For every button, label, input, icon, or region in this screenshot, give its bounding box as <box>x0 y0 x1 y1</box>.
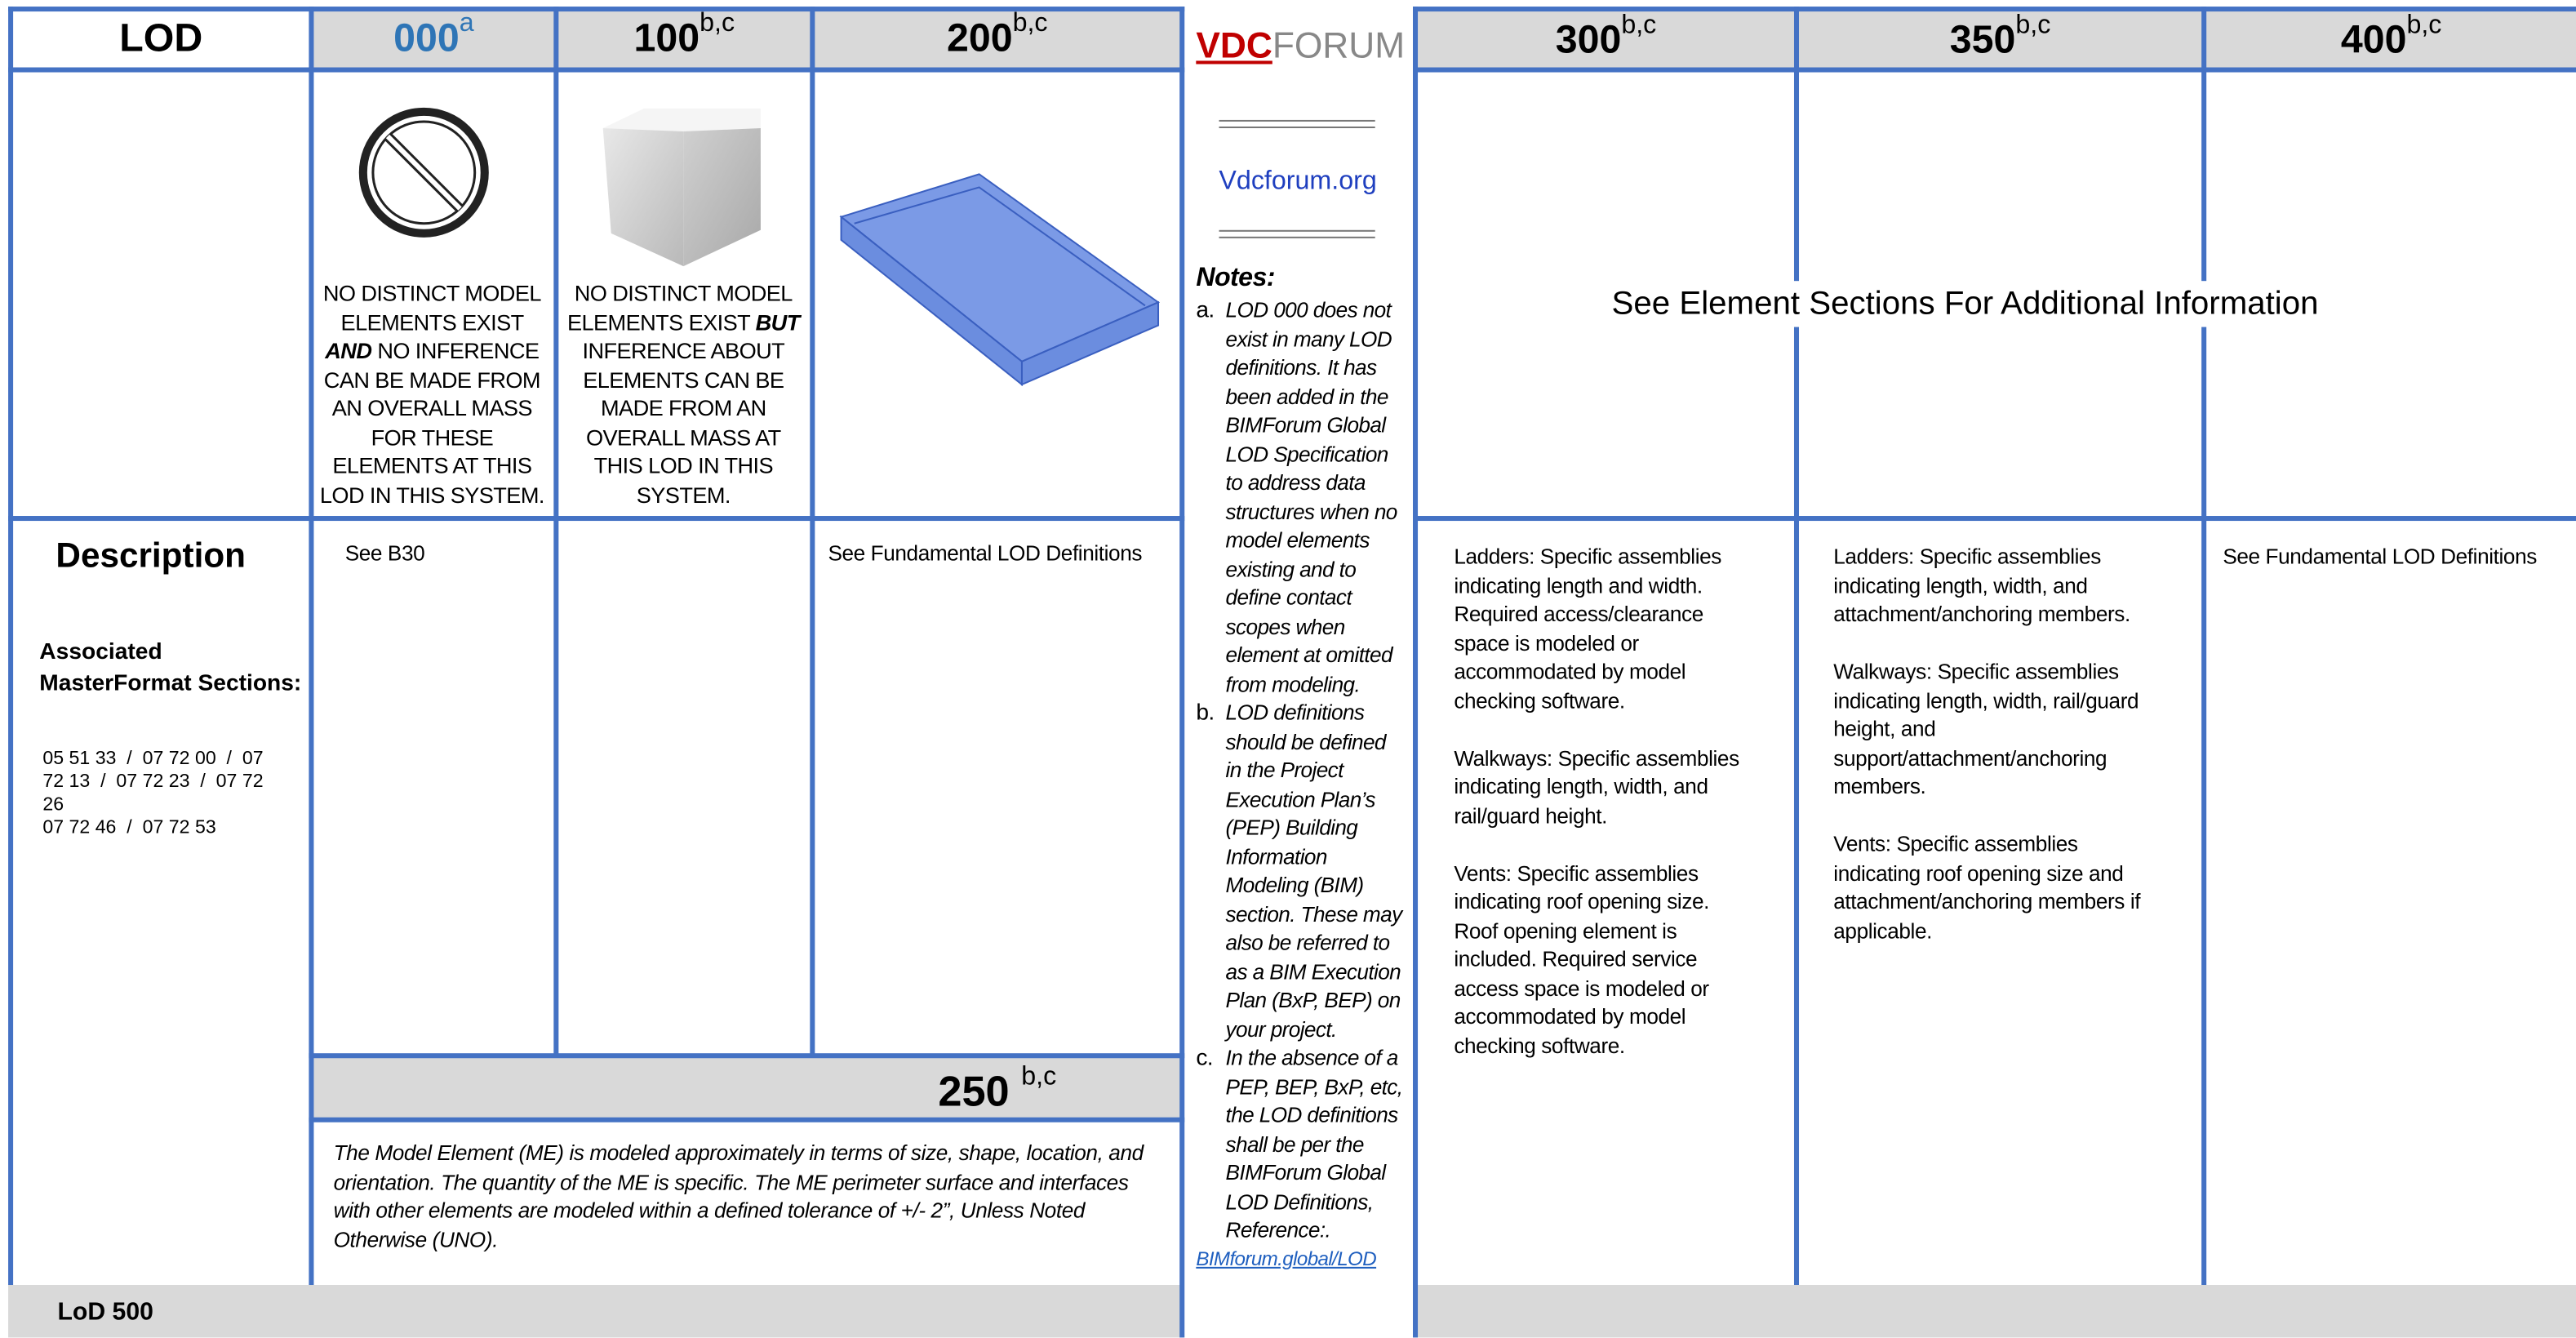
note: c. In the absence of a PEP, BEP, BxP, etc… <box>1196 1043 1403 1245</box>
level: 200 <box>946 16 1013 61</box>
level: 000 <box>393 16 460 61</box>
level: 100 <box>633 16 700 61</box>
logo: VDCFORUM <box>1196 24 1405 67</box>
border <box>810 7 815 1057</box>
note-text: LOD 000 does not exist in many LOD defin… <box>1225 297 1398 696</box>
border <box>2201 7 2207 1286</box>
no-symbol <box>358 107 489 238</box>
border <box>553 7 559 1057</box>
border <box>1793 7 1800 1286</box>
header-cell: 100b,c <box>558 8 810 69</box>
header-cell: 000a <box>313 8 553 69</box>
logo-gray: FORUM <box>1272 24 1406 66</box>
illustrations <box>358 107 1161 387</box>
header-cell: 300b,c <box>1418 10 1794 70</box>
emphasis: BUT <box>755 309 801 335</box>
border <box>1179 7 1185 1338</box>
divider <box>1219 119 1375 128</box>
level: 300 <box>1555 18 1622 63</box>
note-ref: a <box>459 10 474 38</box>
lod350-description: Ladders: Specific assemblies indicating … <box>1833 542 2170 973</box>
notes-title: Notes: <box>1196 264 1275 293</box>
paragraph: Ladders: Specific assemblies indicating … <box>1454 544 1721 713</box>
reference-link[interactable]: BIMforum.global/LOD <box>1196 1246 1377 1269</box>
border <box>8 67 1185 73</box>
border <box>1413 516 2576 522</box>
note-ref: b,c <box>2406 11 2442 40</box>
marker: a. <box>1196 296 1215 322</box>
header-cell: 200b,c <box>815 8 1179 69</box>
note: a. LOD 000 does not exist in many LOD def… <box>1196 296 1403 698</box>
paragraph: Vents: Specific assemblies indicating ro… <box>1833 831 2141 943</box>
lod300-description: Ladders: Specific assemblies indicating … <box>1454 542 1757 1088</box>
paragraph: Walkways: Specific assemblies indicating… <box>1454 745 1739 828</box>
divider <box>1219 229 1375 238</box>
lod250-text: The Model Element (ME) is modeled approx… <box>333 1140 1144 1251</box>
section-codes: 07 72 46 / 07 72 53 <box>42 818 216 838</box>
level: 350 <box>1949 18 2016 63</box>
cube <box>602 108 761 267</box>
lod400-description: See Fundamental LOD Definitions <box>2223 544 2537 569</box>
marker: b. <box>1196 698 1215 725</box>
lod250-header-fill <box>310 1056 1184 1119</box>
level: 250 <box>938 1066 1010 1116</box>
slab <box>839 173 1161 387</box>
border <box>1413 67 2576 73</box>
level: 400 <box>2340 18 2407 63</box>
note-ref: b,c <box>700 10 735 38</box>
header-fill <box>1413 8 2576 69</box>
sections-label: Associated MasterFormat Sections: <box>39 637 302 696</box>
bottom-bar <box>8 1285 1184 1338</box>
bottom-bar <box>1413 1285 2576 1338</box>
lod-label: LOD <box>119 16 203 61</box>
note-ref: b,c <box>2015 11 2051 40</box>
paragraph: Vents: Specific assemblies indicating ro… <box>1454 860 1710 1058</box>
header-cell: 350b,c <box>1799 10 2201 70</box>
note-ref: b,c <box>1012 10 1048 38</box>
lod000-description: See B30 <box>344 540 425 566</box>
border <box>1413 7 1419 1338</box>
lod250-header: 250 b,c <box>815 1061 1179 1122</box>
note-text: In the absence of a PEP, BEP, BxP, etc, … <box>1225 1045 1404 1242</box>
lod200-description: See Fundamental LOD Definitions <box>828 540 1143 566</box>
emphasis: AND <box>325 338 372 363</box>
border <box>309 1053 1185 1059</box>
paragraph: Ladders: Specific assemblies indicating … <box>1833 544 2130 626</box>
note-ref: b,c <box>1021 1063 1057 1091</box>
paragraph: Walkways: Specific assemblies indicating… <box>1833 659 2139 799</box>
note: b. LOD definitions should be defined in t… <box>1196 698 1403 1043</box>
section-codes: 05 51 33 / 07 72 00 / 07 72 13 / 07 72 2… <box>42 749 269 816</box>
border <box>309 7 314 1286</box>
notes: Notes: a. LOD 000 does not exist in many … <box>1196 263 1403 1274</box>
border <box>8 516 1185 522</box>
site-link[interactable]: Vdcforum.org <box>1219 167 1377 196</box>
header-cell: 400b,c <box>2206 10 2576 70</box>
description-title: Description <box>56 537 246 576</box>
border <box>1413 7 2576 12</box>
border <box>309 1117 1185 1122</box>
marker: c. <box>1196 1043 1214 1070</box>
note-text: LOD definitions should be defined in the… <box>1225 700 1403 1042</box>
lod500-label: LoD 500 <box>57 1298 153 1327</box>
sections: 05 51 33 / 07 72 00 / 07 72 13 / 07 72 2… <box>42 748 289 840</box>
lod100-caption: NO DISTINCT MODEL ELEMENTS EXIST BUT INF… <box>567 281 801 507</box>
lod000-caption: NO DISTINCT MODEL ELEMENTS EXIST AND NO … <box>319 281 545 507</box>
note-ref: b,c <box>1621 11 1657 40</box>
header-fill <box>310 8 1184 69</box>
border <box>8 7 14 1286</box>
border <box>8 7 1185 12</box>
banner: See Element Sections For Additional Info… <box>1601 281 2329 327</box>
logo-red: VDC <box>1196 24 1272 66</box>
